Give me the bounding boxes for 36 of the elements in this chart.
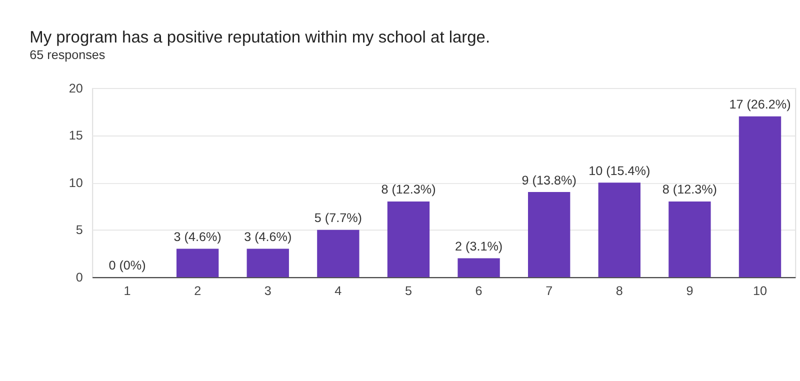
data-label: 5 (7.7%) — [314, 211, 362, 226]
data-label: 0 (0%) — [108, 258, 146, 272]
x-tick-label: 6 — [475, 284, 482, 298]
data-label: 17 (26.2%) — [729, 98, 791, 112]
x-tick-label: 7 — [546, 284, 553, 298]
y-tick-label: 5 — [76, 223, 83, 238]
data-label: 9 (13.8%) — [522, 173, 576, 188]
data-label: 3 (4.6%) — [174, 230, 222, 244]
x-tick-label: 9 — [686, 284, 694, 298]
data-label: 3 (4.6%) — [244, 230, 292, 244]
x-tick-label: 4 — [334, 284, 342, 298]
chart-subtitle: 65 responses — [30, 48, 106, 62]
bar — [528, 192, 570, 278]
y-tick-label: 15 — [68, 128, 83, 143]
x-tick-label: 10 — [752, 284, 768, 298]
bar — [246, 248, 289, 278]
y-tick-label: 0 — [76, 270, 83, 284]
bar — [668, 202, 711, 278]
data-label: 8 (12.3%) — [662, 182, 717, 197]
data-label: 8 (12.3%) — [381, 182, 436, 197]
bar — [387, 202, 430, 278]
chart-title: My program has a positive reputation within my school at large. — [30, 28, 490, 46]
x-tick-label: 3 — [264, 284, 272, 298]
bar — [598, 182, 640, 278]
bar — [317, 230, 360, 278]
x-tick-label: 8 — [616, 284, 623, 298]
x-tick-label: 2 — [194, 284, 202, 298]
data-label: 2 (3.1%) — [454, 239, 503, 254]
x-tick-label: 1 — [124, 284, 131, 298]
y-tick-label: 10 — [68, 176, 83, 190]
x-tick-label: 5 — [404, 284, 412, 298]
bar — [458, 258, 500, 278]
bar — [176, 248, 219, 278]
y-tick-label: 20 — [68, 81, 83, 96]
bar — [738, 116, 782, 278]
data-label: 10 (15.4%) — [588, 164, 650, 178]
